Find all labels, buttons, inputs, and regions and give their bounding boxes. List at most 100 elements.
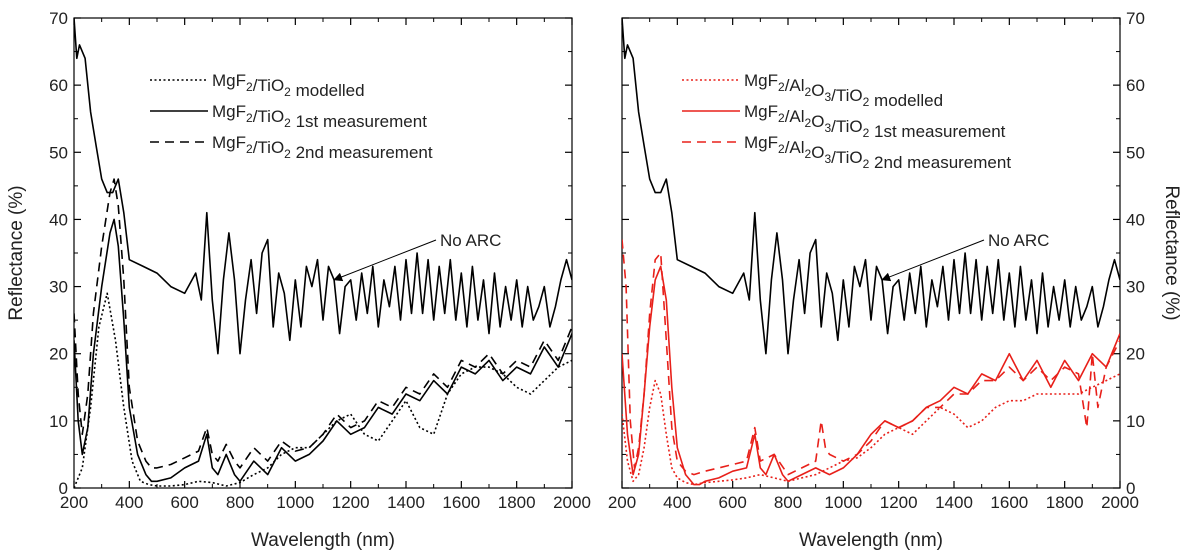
legend-subscript: 2 bbox=[246, 80, 253, 94]
series-group bbox=[622, 18, 1120, 486]
legend-subscript: 2 bbox=[778, 142, 785, 156]
y-tick-label: 50 bbox=[1126, 143, 1145, 162]
legend-label: MgF2/TiO2 2nd measurement bbox=[212, 133, 433, 162]
x-tick-label: 1200 bbox=[332, 493, 370, 512]
x-tick-label: 1400 bbox=[387, 493, 425, 512]
series-line-solid bbox=[74, 218, 572, 483]
y-tick-label: 40 bbox=[1126, 210, 1145, 229]
x-axis-label: Wavelength (nm) bbox=[799, 530, 943, 551]
legend-subscript: 2 bbox=[246, 111, 253, 125]
legend-label: MgF2/Al2O3/TiO2 2nd measurement bbox=[744, 133, 1011, 172]
annotation-no-arc: No ARC bbox=[333, 231, 501, 282]
y-axis-label: Reflectance (%) bbox=[1161, 185, 1182, 320]
legend-subscript: 2 bbox=[805, 147, 812, 161]
annotation-arrow bbox=[333, 239, 437, 282]
annotation-label: No ARC bbox=[988, 231, 1049, 250]
y-tick-label: 40 bbox=[49, 210, 68, 229]
y-tick-label: 60 bbox=[49, 76, 68, 95]
legend-text-part: MgF bbox=[212, 102, 246, 121]
x-tick-label: 1000 bbox=[824, 493, 862, 512]
legend-subscript: 2 bbox=[778, 111, 785, 125]
legend-subscript: 2 bbox=[284, 85, 291, 99]
legend-text-part: /Al bbox=[785, 76, 805, 95]
y-tick-label: 0 bbox=[1126, 479, 1135, 498]
x-tick-label: 2000 bbox=[553, 493, 591, 512]
series-line-dashed bbox=[74, 178, 572, 469]
legend-subscript: 2 bbox=[863, 126, 870, 140]
legend-text-part: /TiO bbox=[831, 117, 862, 136]
y-tick-label: 20 bbox=[1126, 345, 1145, 364]
series-line-no-arc bbox=[622, 18, 1120, 355]
y-tick-label: 60 bbox=[1126, 76, 1145, 95]
legend-label: MgF2/Al2O3/TiO2 modelled bbox=[744, 71, 943, 110]
x-tick-label: 600 bbox=[718, 493, 746, 512]
x-tick-label: 800 bbox=[226, 493, 254, 512]
y-tick-label: 10 bbox=[1126, 412, 1145, 431]
legend-text-part: MgF bbox=[744, 71, 778, 90]
legend-text-part: O bbox=[811, 81, 824, 100]
x-tick-label: 1600 bbox=[442, 493, 480, 512]
legend-text-part: /TiO bbox=[831, 86, 862, 105]
legend-text-part: MgF bbox=[212, 133, 246, 152]
x-tick-label: 600 bbox=[170, 493, 198, 512]
x-tick-label: 1600 bbox=[990, 493, 1028, 512]
y-axis-label: Reflectance (%) bbox=[6, 185, 27, 320]
legend-text-part: /TiO bbox=[253, 138, 284, 157]
x-tick-label: 2000 bbox=[1101, 493, 1139, 512]
legend-text-part: /Al bbox=[785, 107, 805, 126]
legend-text-part: modelled bbox=[869, 91, 943, 110]
legend-text-part: 2nd measurement bbox=[291, 143, 433, 162]
x-tick-label: 400 bbox=[663, 493, 691, 512]
y-tick-label: 70 bbox=[1126, 9, 1145, 28]
y-tick-label: 30 bbox=[49, 278, 68, 297]
legend-text-part: modelled bbox=[291, 81, 365, 100]
legend-subscript: 3 bbox=[824, 90, 831, 104]
series-line-dotted bbox=[622, 373, 1120, 486]
legend-subscript: 2 bbox=[863, 95, 870, 109]
x-tick-label: 1800 bbox=[1046, 493, 1084, 512]
y-tick-label: 30 bbox=[1126, 278, 1145, 297]
legend-subscript: 2 bbox=[805, 116, 812, 130]
legend-subscript: 3 bbox=[824, 121, 831, 135]
x-tick-label: 1800 bbox=[498, 493, 536, 512]
y-tick-label: 70 bbox=[49, 9, 68, 28]
legend-text-part: MgF bbox=[744, 102, 778, 121]
y-tick-label: 0 bbox=[59, 479, 68, 498]
legend-label: MgF2/Al2O3/TiO2 1st measurement bbox=[744, 102, 1006, 141]
legend-text-part: 2nd measurement bbox=[869, 153, 1011, 172]
x-tick-label: 200 bbox=[60, 493, 88, 512]
y-tick-label: 10 bbox=[49, 412, 68, 431]
legend-text-part: 1st measurement bbox=[291, 112, 427, 131]
legend-subscript: 2 bbox=[284, 147, 291, 161]
legend-text-part: O bbox=[811, 143, 824, 162]
series-line-dotted bbox=[74, 292, 572, 488]
series-group bbox=[74, 18, 572, 488]
legend-label: MgF2/TiO2 1st measurement bbox=[212, 102, 427, 131]
x-axis-label: Wavelength (nm) bbox=[251, 530, 395, 551]
annotation-arrow bbox=[881, 239, 985, 282]
legend-text-part: MgF bbox=[744, 133, 778, 152]
legend-text-part: /TiO bbox=[831, 148, 862, 167]
annotation-label: No ARC bbox=[440, 231, 501, 250]
legend-text-part: /TiO bbox=[253, 76, 284, 95]
y-tick-label: 20 bbox=[49, 345, 68, 364]
series-line-no-arc bbox=[74, 18, 572, 355]
series-line-solid bbox=[622, 265, 1120, 486]
legend-subscript: 2 bbox=[246, 142, 253, 156]
chart-panel-1: 200 400 600 800 1000 1200 1400 1600 1800 2000 0 10 2… bbox=[6, 9, 591, 551]
legend-subscript: 2 bbox=[778, 80, 785, 94]
legend-subscript: 2 bbox=[805, 85, 812, 99]
legend-text-part: 1st measurement bbox=[869, 122, 1005, 141]
legend-subscript: 2 bbox=[284, 116, 291, 130]
legend-text-part: /TiO bbox=[253, 107, 284, 126]
x-tick-label: 800 bbox=[774, 493, 802, 512]
x-tick-label: 1000 bbox=[276, 493, 314, 512]
legend-subscript: 2 bbox=[863, 157, 870, 171]
legend: MgF2/Al2O3/TiO2 modelledMgF2/Al2O3/TiO2 … bbox=[682, 71, 1011, 172]
legend-text-part: O bbox=[811, 112, 824, 131]
legend-text-part: /Al bbox=[785, 138, 805, 157]
legend-label: MgF2/TiO2 modelled bbox=[212, 71, 365, 100]
